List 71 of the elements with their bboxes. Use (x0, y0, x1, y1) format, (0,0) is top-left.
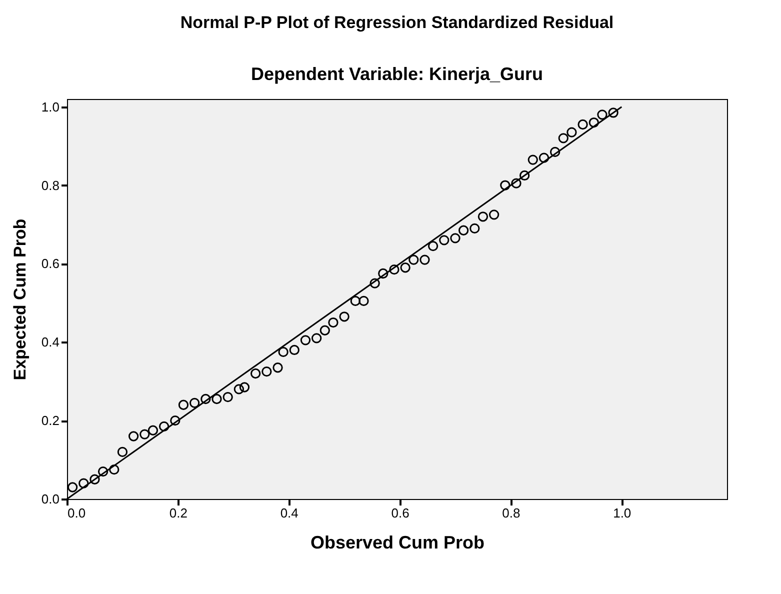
point (608, 108, 618, 118)
chart-title: Normal P-P Plot of Regression Standardized Residual (180, 13, 614, 32)
point (408, 254, 419, 265)
point (400, 262, 410, 273)
point (328, 317, 338, 328)
point (189, 398, 200, 408)
chart-subtitle: Dependent Variable: Kinerja_Guru (250, 64, 544, 84)
point (420, 254, 430, 265)
x-tick-label: 1.0 (613, 506, 632, 520)
point (262, 366, 272, 377)
point (339, 312, 350, 322)
point (538, 152, 550, 163)
point (278, 346, 288, 358)
point (597, 110, 608, 120)
y-tick-label: 0.2 (41, 413, 60, 428)
y-tick-label: 0.6 (41, 256, 60, 272)
point (300, 335, 311, 346)
point (558, 133, 568, 144)
point (511, 178, 522, 188)
point (439, 235, 450, 246)
x-tick-label: 0.8 (502, 506, 520, 520)
point (170, 415, 180, 426)
point (358, 296, 369, 306)
point (588, 117, 599, 128)
point (212, 394, 222, 404)
x-tick-label: 0.6 (391, 506, 410, 520)
x-axis-title: Observed Cum Prob (310, 532, 485, 552)
point (128, 431, 139, 442)
y-tick-label: 0.4 (41, 334, 60, 350)
point (566, 127, 577, 138)
x-tick-label: 0.4 (280, 506, 298, 520)
y-tick-label: 1.0 (41, 99, 60, 114)
point (67, 482, 78, 492)
point (222, 392, 233, 402)
point (378, 268, 388, 279)
point (234, 384, 244, 394)
y-tick-label: 0.0 (41, 492, 60, 506)
point (90, 474, 100, 484)
x-tick-label: 0.2 (169, 506, 188, 520)
point (350, 296, 360, 306)
point (140, 429, 150, 440)
point (312, 333, 322, 344)
point (389, 264, 400, 275)
point (550, 146, 560, 158)
point (117, 446, 128, 458)
point (478, 212, 488, 222)
point (470, 223, 480, 234)
y-axis-title: Expected Cum Prob (10, 218, 30, 380)
point (158, 421, 170, 432)
point (178, 400, 189, 410)
point (528, 154, 538, 165)
point (200, 394, 211, 404)
point (450, 233, 460, 244)
point (98, 466, 108, 477)
point (578, 119, 588, 130)
point (250, 368, 261, 379)
point (272, 362, 283, 373)
point (289, 344, 300, 356)
point (78, 478, 89, 488)
x-tick-label: 0.0 (68, 506, 86, 520)
point (519, 170, 530, 181)
point (428, 240, 438, 252)
point (148, 425, 158, 436)
point (239, 382, 250, 392)
y-tick-label: 0.8 (41, 178, 60, 193)
point (109, 464, 120, 475)
point (370, 278, 380, 288)
point (500, 180, 510, 190)
point (458, 225, 469, 236)
point (488, 210, 500, 220)
point (320, 325, 330, 336)
